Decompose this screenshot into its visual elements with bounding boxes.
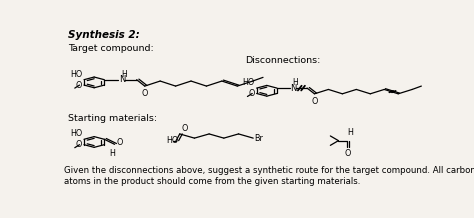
Text: Br: Br — [255, 134, 263, 143]
Text: Starting materials:: Starting materials: — [68, 114, 157, 123]
Text: HO: HO — [243, 78, 255, 87]
Text: O: O — [75, 81, 82, 90]
Text: H: H — [121, 70, 127, 79]
Text: HO: HO — [70, 129, 82, 138]
Text: Disconnections:: Disconnections: — [245, 56, 320, 65]
Text: Synthesis 2:: Synthesis 2: — [68, 30, 140, 40]
Text: O: O — [345, 149, 351, 158]
Text: Target compound:: Target compound: — [68, 44, 154, 53]
Text: H: H — [347, 128, 353, 137]
Text: Given the disconnections above, suggest a synthetic route for the target compoun: Given the disconnections above, suggest … — [64, 166, 474, 175]
Text: HO: HO — [70, 70, 82, 79]
Text: atoms in the product should come from the given starting materials.: atoms in the product should come from th… — [64, 177, 360, 186]
Text: O: O — [75, 140, 82, 149]
Text: O: O — [117, 138, 123, 147]
Text: O: O — [311, 97, 318, 106]
Text: O: O — [142, 89, 148, 98]
Text: O: O — [182, 124, 188, 133]
Text: N: N — [291, 83, 297, 93]
Text: H: H — [292, 78, 298, 87]
Text: H: H — [109, 148, 115, 158]
Text: HO: HO — [166, 136, 178, 145]
Text: N: N — [119, 75, 126, 84]
Text: O: O — [248, 89, 255, 98]
